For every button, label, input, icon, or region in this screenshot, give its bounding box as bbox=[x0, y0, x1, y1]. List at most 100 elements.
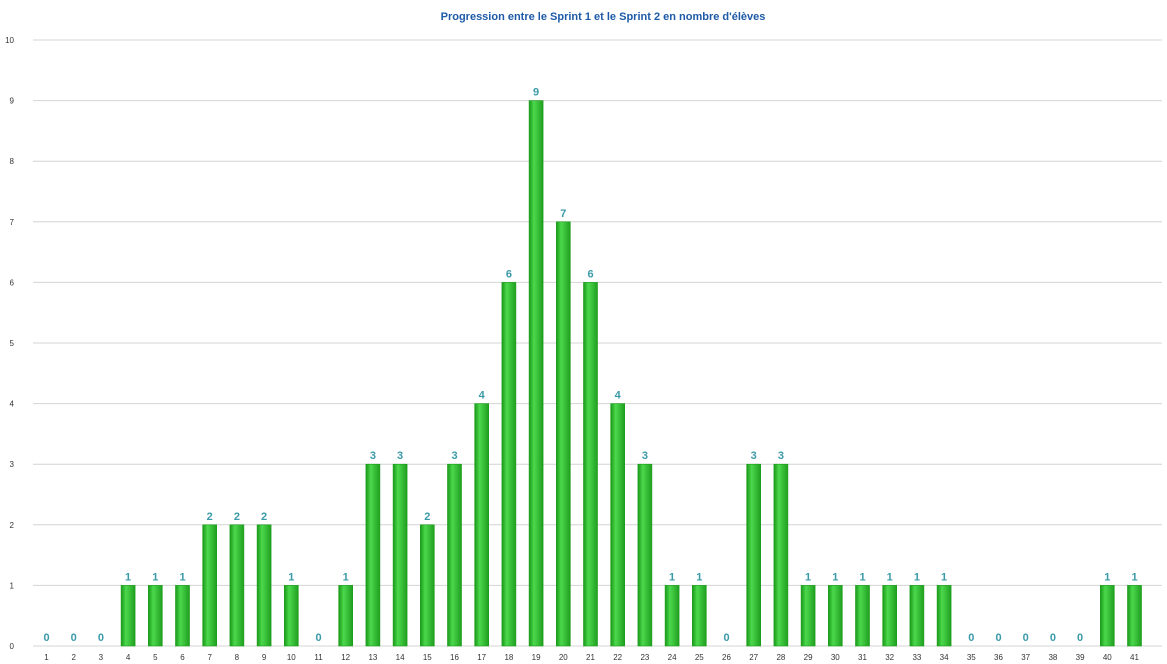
data-label-10: 1 bbox=[288, 571, 294, 583]
data-label-14: 3 bbox=[397, 450, 403, 462]
bar-32 bbox=[882, 585, 898, 647]
y-tick-label: 3 bbox=[10, 460, 15, 469]
bar-12 bbox=[338, 585, 354, 647]
x-tick-label-1: 1 bbox=[44, 653, 49, 662]
data-label-3: 0 bbox=[98, 632, 104, 644]
x-tick-label-7: 7 bbox=[207, 653, 212, 662]
x-tick-label-25: 25 bbox=[695, 653, 704, 662]
data-label-37: 0 bbox=[1023, 632, 1029, 644]
bar-34 bbox=[936, 585, 952, 647]
data-label-11: 0 bbox=[315, 632, 321, 644]
x-tick-label-18: 18 bbox=[504, 653, 513, 662]
x-tick-label-22: 22 bbox=[613, 653, 622, 662]
y-tick-label: 2 bbox=[10, 521, 15, 530]
x-tick-label-24: 24 bbox=[668, 653, 677, 662]
bar-17 bbox=[474, 403, 490, 647]
x-tick-label-20: 20 bbox=[559, 653, 568, 662]
data-label-35: 0 bbox=[968, 632, 974, 644]
data-label-22: 4 bbox=[615, 390, 622, 402]
x-tick-label-31: 31 bbox=[858, 653, 867, 662]
x-tick-label-3: 3 bbox=[99, 653, 104, 662]
x-tick-label-17: 17 bbox=[477, 653, 486, 662]
bars bbox=[120, 100, 1142, 647]
bar-28 bbox=[773, 463, 789, 647]
bar-9 bbox=[256, 524, 272, 647]
bar-16 bbox=[447, 463, 462, 647]
data-label-21: 6 bbox=[587, 268, 593, 280]
bar-40 bbox=[1100, 585, 1115, 647]
bar-18 bbox=[501, 282, 517, 647]
data-label-12: 1 bbox=[343, 571, 349, 583]
data-label-36: 0 bbox=[995, 632, 1001, 644]
y-tick-label: 4 bbox=[10, 400, 15, 409]
data-label-19: 9 bbox=[533, 87, 539, 99]
data-label-6: 1 bbox=[179, 571, 185, 583]
x-tick-label-39: 39 bbox=[1076, 653, 1085, 662]
bar-29 bbox=[800, 585, 816, 647]
bar-5 bbox=[148, 585, 163, 647]
y-tick-label: 0 bbox=[10, 642, 15, 651]
x-tick-label-15: 15 bbox=[423, 653, 432, 662]
data-label-41: 1 bbox=[1131, 571, 1137, 583]
x-tick-label-41: 41 bbox=[1130, 653, 1139, 662]
x-tick-label-9: 9 bbox=[262, 653, 267, 662]
bar-25 bbox=[691, 585, 707, 647]
data-label-18: 6 bbox=[506, 268, 512, 280]
data-label-34: 1 bbox=[941, 571, 947, 583]
x-tick-label-6: 6 bbox=[180, 653, 185, 662]
data-label-33: 1 bbox=[914, 571, 920, 583]
data-label-17: 4 bbox=[479, 390, 486, 402]
bar-33 bbox=[909, 585, 925, 647]
bar-24 bbox=[664, 585, 680, 647]
bar-41 bbox=[1127, 585, 1142, 647]
x-tick-label-37: 37 bbox=[1021, 653, 1030, 662]
data-label-25: 1 bbox=[696, 571, 702, 583]
bar-13 bbox=[365, 463, 381, 647]
x-tick-label-35: 35 bbox=[967, 653, 976, 662]
data-label-8: 2 bbox=[234, 511, 240, 523]
x-tick-label-32: 32 bbox=[885, 653, 894, 662]
x-tick-label-8: 8 bbox=[235, 653, 240, 662]
x-tick-label-21: 21 bbox=[586, 653, 595, 662]
data-label-20: 7 bbox=[560, 208, 566, 220]
x-tick-label-13: 13 bbox=[368, 653, 377, 662]
data-label-13: 3 bbox=[370, 450, 376, 462]
x-tick-label-12: 12 bbox=[341, 653, 350, 662]
data-label-16: 3 bbox=[451, 450, 457, 462]
y-axis-ticks: 0 1 2 3 4 5 6 7 8 9 10 bbox=[5, 36, 14, 651]
bar-14 bbox=[392, 463, 408, 647]
y-tick-label: 10 bbox=[5, 36, 14, 45]
bar-30 bbox=[827, 585, 843, 647]
bar-27 bbox=[746, 463, 762, 647]
chart-title: Progression entre le Sprint 1 et le Spri… bbox=[441, 11, 766, 23]
data-label-29: 1 bbox=[805, 571, 811, 583]
x-tick-label-5: 5 bbox=[153, 653, 158, 662]
data-label-40: 1 bbox=[1104, 571, 1110, 583]
data-label-23: 3 bbox=[642, 450, 648, 462]
data-label-32: 1 bbox=[887, 571, 893, 583]
x-tick-label-28: 28 bbox=[776, 653, 785, 662]
x-tick-label-11: 11 bbox=[314, 653, 323, 662]
x-tick-label-27: 27 bbox=[749, 653, 758, 662]
data-label-9: 2 bbox=[261, 511, 267, 523]
data-label-5: 1 bbox=[152, 571, 158, 583]
data-label-15: 2 bbox=[424, 511, 430, 523]
y-tick-label: 6 bbox=[10, 278, 15, 287]
x-tick-label-19: 19 bbox=[532, 653, 541, 662]
bar-8 bbox=[229, 524, 245, 647]
x-tick-label-40: 40 bbox=[1103, 653, 1112, 662]
data-labels: 0 0 0 1 1 1 2 2 2 1 0 1 3 3 2 3 4 6 9 7 6 4 3 1 1 0 3 3 1 1 1 1 1 1 0 0 0 0 0 1… bbox=[43, 87, 1137, 644]
x-tick-label-36: 36 bbox=[994, 653, 1003, 662]
x-tick-label-29: 29 bbox=[804, 653, 813, 662]
x-tick-label-34: 34 bbox=[940, 653, 949, 662]
data-label-1: 0 bbox=[43, 632, 49, 644]
data-label-28: 3 bbox=[778, 450, 784, 462]
bar-22 bbox=[610, 403, 626, 647]
data-label-27: 3 bbox=[751, 450, 757, 462]
data-label-39: 0 bbox=[1077, 632, 1083, 644]
x-tick-label-16: 16 bbox=[450, 653, 459, 662]
x-tick-label-4: 4 bbox=[126, 653, 131, 662]
y-tick-label: 5 bbox=[10, 339, 15, 348]
data-label-38: 0 bbox=[1050, 632, 1056, 644]
